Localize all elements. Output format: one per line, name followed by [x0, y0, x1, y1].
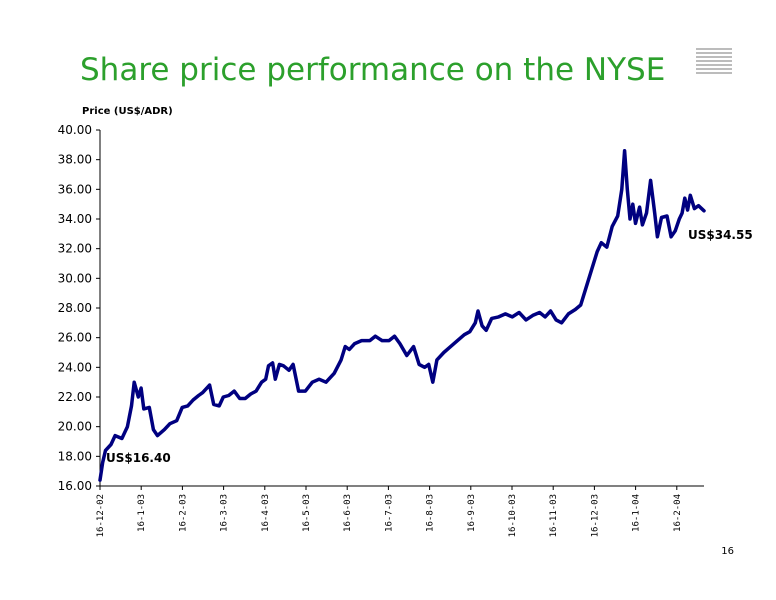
- y-tick-label: 22.00: [58, 390, 92, 404]
- y-tick-label: 28.00: [58, 301, 92, 315]
- x-tick-label: 16-6-03: [343, 494, 353, 532]
- y-tick-label: 32.00: [58, 242, 92, 256]
- price-annotation: US$34.55: [688, 228, 753, 242]
- x-tick-label: 16-10-03: [508, 494, 518, 537]
- x-tick-label: 16-12-03: [590, 494, 600, 537]
- x-tick-label: 16-1-04: [632, 494, 642, 532]
- x-tick-label: 16-1-03: [137, 494, 147, 532]
- x-tick-label: 16-4-03: [261, 494, 271, 532]
- page-number: 16: [721, 546, 734, 557]
- x-tick-label: 16-12-02: [96, 494, 106, 537]
- x-tick-label: 16-7-03: [384, 494, 394, 532]
- y-axis-label: Price (US$/ADR): [82, 106, 173, 117]
- x-tick-label: 16-8-03: [426, 494, 436, 532]
- y-tick-label: 38.00: [58, 153, 92, 167]
- x-tick-label: 16-11-03: [549, 494, 559, 537]
- y-tick-label: 16.00: [58, 479, 92, 493]
- y-tick-label: 20.00: [58, 420, 92, 434]
- x-tick-label: 16-2-03: [178, 494, 188, 532]
- y-tick-label: 18.00: [58, 449, 92, 463]
- price-annotation: US$16.40: [106, 451, 171, 465]
- x-tick-label: 16-2-04: [673, 494, 683, 532]
- y-tick-label: 26.00: [58, 331, 92, 345]
- logo-icon: [696, 48, 732, 76]
- y-tick-label: 40.00: [58, 123, 92, 137]
- y-tick-label: 34.00: [58, 212, 92, 226]
- x-tick-label: 16-3-03: [220, 494, 230, 532]
- page-title: Share price performance on the NYSE: [80, 52, 666, 88]
- x-tick-label: 16-9-03: [467, 494, 477, 532]
- y-tick-label: 30.00: [58, 271, 92, 285]
- series-line: [98, 149, 706, 482]
- x-tick-label: 16-5-03: [302, 494, 312, 532]
- y-tick-label: 24.00: [58, 360, 92, 374]
- y-tick-label: 36.00: [58, 182, 92, 196]
